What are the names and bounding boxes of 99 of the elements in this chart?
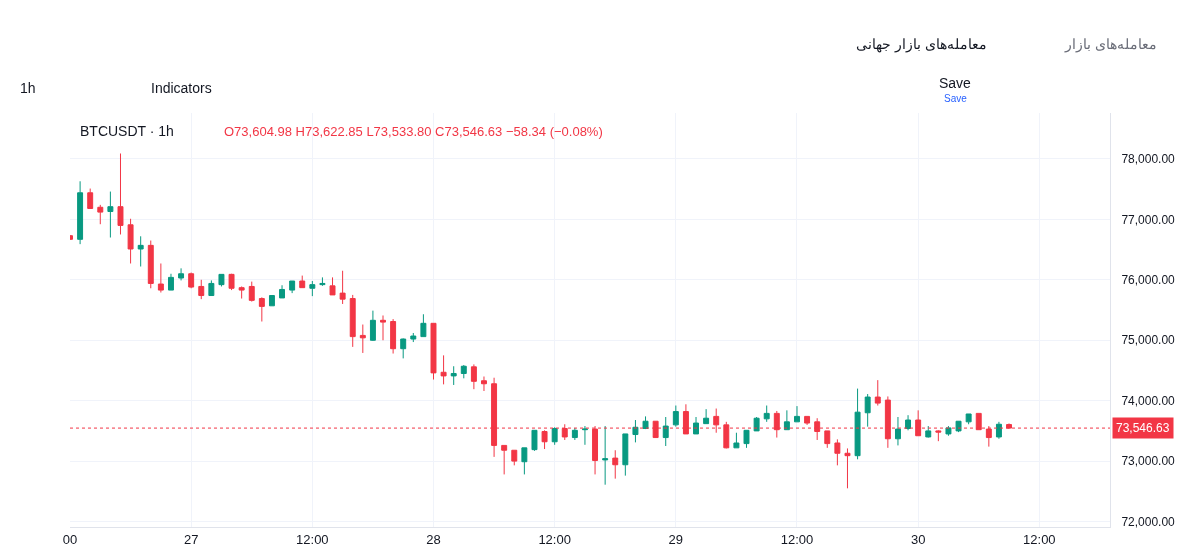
candlestick — [470, 363, 477, 390]
y-tick-label: 76,000.00 — [1121, 273, 1176, 288]
candlestick — [339, 270, 346, 305]
candlestick — [410, 332, 417, 343]
candlestick — [925, 425, 932, 439]
candlestick — [117, 152, 124, 235]
x-tick-label: 00 — [62, 531, 78, 547]
candlestick — [632, 419, 639, 443]
candlestick — [844, 447, 851, 489]
candlestick — [864, 393, 871, 428]
candlestick — [804, 415, 811, 426]
candlestick — [157, 262, 164, 293]
candlestick — [602, 425, 609, 486]
x-tick-label: 28 — [426, 531, 441, 547]
candlestick — [834, 438, 841, 466]
candlestick — [581, 425, 588, 446]
y-tick-label: 78,000.00 — [1121, 152, 1176, 167]
candlestick — [258, 296, 265, 323]
candlestick — [672, 405, 679, 428]
candlestick — [178, 267, 185, 281]
candlestick — [763, 405, 770, 423]
x-tick-label: 12:00 — [538, 531, 571, 547]
candlestick — [147, 240, 154, 289]
candlestick — [531, 429, 538, 452]
x-tick-label: 30 — [910, 531, 926, 547]
y-tick-label: 74,000.00 — [1121, 393, 1176, 408]
candlestick — [622, 433, 629, 477]
candlestick — [107, 191, 114, 238]
candlestick — [662, 416, 669, 447]
candlestick — [874, 379, 881, 407]
x-tick-label: 12:00 — [780, 531, 814, 547]
text: معامله‌های بازار جهانی — [856, 36, 987, 53]
candlestick — [965, 413, 972, 425]
ref-line-label: 73,546.63 — [1116, 421, 1170, 435]
candlestick — [612, 449, 619, 480]
candlestick — [188, 272, 195, 289]
annotation: O73,604.98 H73,622.85 L73,533.80 C73,546.63 −58.34 (−0.08%) — [224, 124, 603, 139]
candlestick — [894, 416, 901, 446]
candlestick — [369, 310, 376, 342]
candlestick — [693, 416, 699, 435]
candlestick — [521, 447, 528, 475]
candlestick — [430, 322, 437, 381]
candlestick — [733, 432, 740, 449]
text: Save — [944, 93, 968, 104]
candlestick — [329, 276, 336, 296]
y-tick-label: 72,000.00 — [1121, 514, 1176, 529]
x-tick-label: 29 — [668, 531, 684, 547]
candlestick — [390, 318, 397, 355]
candlestick — [743, 429, 750, 449]
text: معامله‌های بازار — [1064, 36, 1157, 53]
y-tick-label: 77,000.00 — [1121, 212, 1176, 227]
candlestick — [97, 204, 104, 225]
candlestick — [289, 280, 296, 294]
candlestick — [238, 287, 245, 300]
candlestick — [87, 188, 94, 209]
candlestick — [309, 280, 316, 297]
candlestick — [905, 414, 912, 431]
candlestick — [440, 354, 447, 385]
candlestick — [279, 284, 286, 299]
candlestick — [349, 294, 356, 348]
candlestick — [481, 376, 487, 392]
candlestick — [501, 444, 508, 475]
candlestick — [198, 279, 205, 300]
y-tick-label: 73,000.00 — [1121, 454, 1176, 469]
candlestick — [228, 273, 235, 291]
candlestick — [208, 279, 215, 297]
text: BTCUSDT · 1h — [80, 122, 174, 139]
candlestick — [137, 235, 144, 268]
candlestick — [450, 365, 457, 386]
candlestick — [420, 313, 427, 338]
candlestick — [268, 295, 275, 307]
candlestick — [703, 408, 710, 425]
candlestick — [995, 421, 1002, 440]
candlestick — [794, 405, 800, 423]
candlestick — [551, 426, 558, 446]
candlestick — [168, 273, 174, 291]
candlestick — [359, 324, 366, 354]
candlestick — [248, 281, 255, 303]
candlestick — [945, 425, 952, 437]
x-tick-label: 12:00 — [1023, 531, 1056, 547]
text: Save — [939, 75, 972, 91]
candlestick — [460, 364, 467, 379]
candlestick — [400, 337, 407, 359]
candlestick — [77, 180, 84, 245]
candlestick — [380, 314, 386, 341]
y-tick-label: 75,000.00 — [1121, 333, 1176, 348]
candlestick — [299, 275, 306, 289]
candlestick — [753, 416, 760, 432]
candlestick — [642, 415, 649, 430]
x-tick-label: 12:00 — [296, 531, 329, 547]
candlestick — [511, 449, 518, 466]
candlestick — [218, 273, 225, 287]
candlestick — [571, 427, 578, 441]
candlestick — [319, 276, 326, 287]
x-tick-label: 27 — [183, 531, 199, 547]
text: Indicators — [151, 80, 212, 96]
text: 1h — [20, 80, 36, 96]
candlestick — [854, 388, 861, 460]
candlestick — [127, 218, 134, 264]
